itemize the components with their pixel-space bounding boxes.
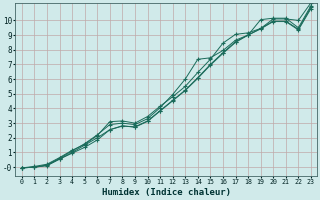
X-axis label: Humidex (Indice chaleur): Humidex (Indice chaleur) xyxy=(102,188,231,197)
